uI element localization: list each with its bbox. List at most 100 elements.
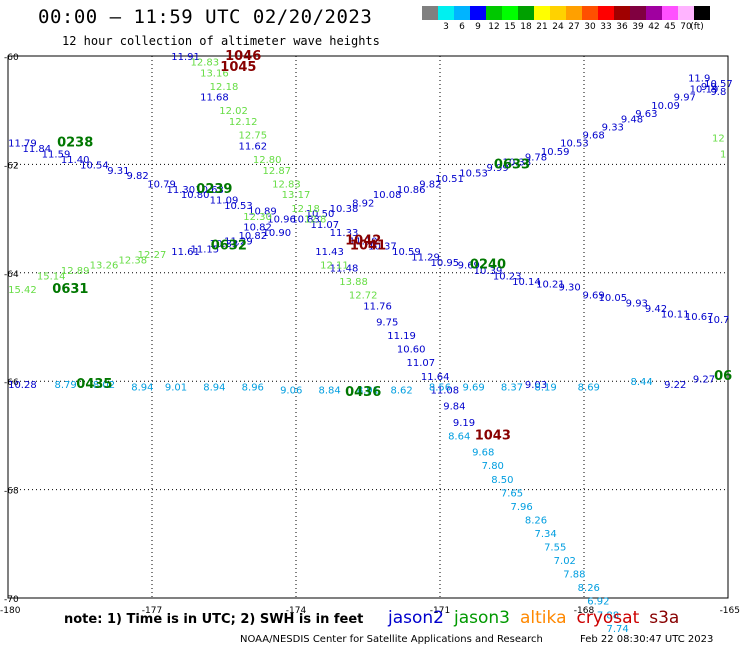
- colorbar-label: 15: [504, 22, 516, 32]
- data-label: 10.08: [373, 190, 402, 201]
- data-label: 11.68: [200, 93, 229, 104]
- data-label: 11.9: [688, 74, 710, 85]
- data-label: 11.84: [22, 144, 51, 155]
- data-label: 0631: [52, 282, 88, 297]
- page-title: 00:00 – 11:59 UTC 02/20/2023: [38, 6, 373, 28]
- data-label: 10.23: [493, 272, 522, 283]
- data-label: 7.88: [597, 610, 619, 621]
- data-label: 1043: [475, 428, 511, 443]
- data-label: 9.01: [165, 383, 187, 394]
- data-label: 0435: [76, 377, 112, 392]
- colorbar-label: 21: [536, 22, 548, 32]
- data-label: 12.18: [291, 204, 320, 215]
- data-label: 1045: [220, 60, 256, 75]
- colorbar-swatch: [470, 6, 486, 20]
- data-label: 9.48: [621, 114, 643, 125]
- colorbar-swatch: [534, 6, 550, 20]
- data-label: 7.65: [501, 488, 523, 499]
- colorbar-label: 39: [632, 22, 644, 32]
- data-label: 0633: [494, 157, 530, 172]
- data-label: 8.94: [131, 383, 153, 394]
- data-label: 11.29: [411, 253, 440, 264]
- data-label: 11.07: [406, 358, 435, 369]
- data-label: 11.33: [330, 228, 359, 239]
- data-label: 10.79: [147, 179, 176, 190]
- colorbar-swatch: [646, 6, 662, 20]
- data-label: 7.74: [606, 624, 628, 635]
- data-label: 12.12: [229, 117, 258, 128]
- data-label: 12.38: [118, 255, 147, 266]
- data-label: 10.57: [704, 79, 733, 90]
- footnote: note: 1) Time is in UTC; 2) SWH is in fe…: [64, 612, 364, 627]
- data-label: 9.06: [280, 385, 302, 396]
- data-label: 11.91: [171, 52, 200, 63]
- data-label: 11.08: [430, 385, 459, 396]
- x-tick-label: -168: [574, 606, 595, 616]
- x-tick-label: -165: [720, 606, 740, 616]
- data-label: 10.38: [330, 204, 359, 215]
- data-label: 10.7: [707, 315, 729, 326]
- data-label: 11.62: [238, 141, 267, 152]
- data-label: 9.97: [674, 93, 696, 104]
- data-label: 0238: [57, 136, 93, 151]
- data-label: 10.82: [238, 231, 267, 242]
- data-label: 11.15: [190, 244, 219, 255]
- data-label: 12.83: [190, 57, 219, 68]
- satellite-legend: jason2 jason3 altika cryosat s3a: [388, 608, 689, 628]
- y-tick-label: -66: [4, 378, 19, 388]
- data-label: 0240: [470, 258, 506, 273]
- data-label: 12.75: [238, 131, 267, 142]
- data-label: 11.79: [8, 139, 37, 150]
- data-label: 8.69: [578, 383, 600, 394]
- data-label: 9.82: [126, 171, 148, 182]
- data-label: 10.19: [690, 85, 719, 96]
- data-label: 10.50: [306, 209, 335, 220]
- data-label: 10.53: [560, 139, 589, 150]
- colorbar-label: 33: [600, 22, 612, 32]
- colorbar-label: 6: [459, 22, 465, 32]
- data-label: 9.75: [376, 318, 398, 329]
- data-label: 10.28: [8, 380, 37, 391]
- data-label: 10.80: [181, 190, 210, 201]
- data-label: 9.03: [525, 380, 547, 391]
- colorbar-label: 45: [664, 22, 676, 32]
- data-label: 8.26: [525, 515, 547, 526]
- x-tick-label: -171: [430, 606, 450, 616]
- data-label: 8.84: [318, 385, 340, 396]
- data-label: 8.26: [578, 583, 600, 594]
- satellite-legend-item: s3a: [649, 608, 680, 628]
- data-label: 6.92: [587, 597, 609, 608]
- data-label: 9.82: [419, 179, 441, 190]
- colorbar-label: 9: [475, 22, 481, 32]
- data-label: 9.99: [486, 163, 508, 174]
- data-label: 10.37: [368, 242, 397, 253]
- data-label: 11.64: [421, 372, 450, 383]
- colorbar-swatch: [614, 6, 630, 20]
- data-label: 13.26: [90, 261, 119, 272]
- data-label: 10.38: [502, 158, 531, 169]
- data-label: 9.8: [710, 87, 726, 98]
- data-label: 10.59: [392, 247, 421, 258]
- data-label: 11.40: [61, 155, 90, 166]
- y-tick-label: -60: [4, 53, 19, 63]
- data-label: 0239: [196, 182, 232, 197]
- data-label: 10.51: [435, 174, 464, 185]
- satellite-legend-item: altika: [520, 608, 567, 628]
- data-label: 06: [714, 369, 732, 384]
- colorbar-swatch: [502, 6, 518, 20]
- data-label: 8.37: [501, 383, 523, 394]
- data-label: 8.19: [534, 383, 556, 394]
- data-label: 10.53: [459, 169, 488, 180]
- generated-timestamp: Feb 22 08:30:47 UTC 2023: [580, 634, 714, 645]
- colorbar-label: 18: [520, 22, 532, 32]
- data-label: 10.54: [80, 160, 109, 171]
- colorbar-swatch: [518, 6, 534, 20]
- colorbar-swatch: [630, 6, 646, 20]
- data-label: 10.96: [267, 215, 296, 226]
- data-label: 9.9: [701, 82, 717, 93]
- data-label: 10.09: [651, 101, 680, 112]
- data-label: 10.95: [430, 258, 459, 269]
- data-label: 7.80: [482, 461, 504, 472]
